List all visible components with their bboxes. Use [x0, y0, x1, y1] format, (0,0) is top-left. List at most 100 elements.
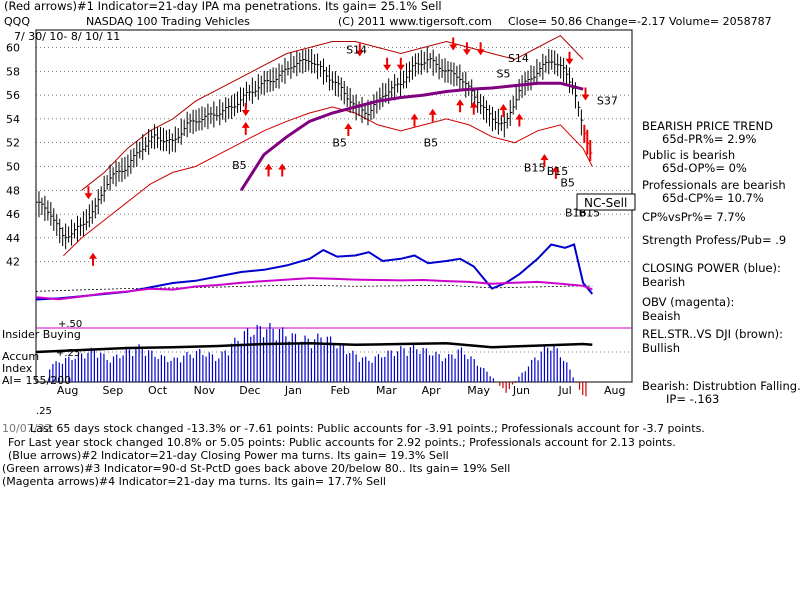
month-label-Jan: Jan: [284, 384, 302, 397]
month-label-Jun: Jun: [512, 384, 530, 397]
header-line1: (Red arrows)#1 Indicator=21-day IPA ma p…: [4, 0, 442, 13]
red-up-arrow-head: [428, 108, 437, 115]
red-up-arrow-head: [551, 165, 560, 172]
accum-top-label: +.50: [58, 319, 82, 330]
accum-mid-label: +.25: [56, 348, 80, 359]
month-label-Sep: Sep: [102, 384, 123, 397]
nc-sell-box: [576, 193, 636, 211]
month-label-Nov: Nov: [194, 384, 216, 397]
red-down-arrow-head: [396, 64, 405, 71]
red-up-arrow-head: [469, 101, 478, 108]
panel-l12: Beaish: [642, 309, 681, 323]
signal-label-3: S37: [597, 95, 618, 108]
footer-f4: (Green arrows)#3 Indicator=90-d St-PctD …: [2, 462, 510, 475]
footer-f2: For Last year stock changed 10.8% or 5.0…: [8, 436, 676, 449]
signal-label-0: S14: [346, 43, 367, 56]
signal-label-4: B5: [232, 159, 247, 172]
panel-l7: CP%vsPr%= 7.7%: [642, 210, 746, 224]
accum-label: Accum: [2, 350, 39, 363]
stats-panel: BEARISH PRICE TREND 65d-PR%= 2.9% Public…: [642, 119, 800, 406]
footer: 10/07/32 Last 65 days stock changed -13.…: [2, 422, 705, 488]
signal-label-5: B5: [332, 136, 347, 149]
panel-l3: Public is bearish: [642, 148, 735, 162]
upper-band: [81, 34, 584, 191]
red-up-arrow-head: [344, 123, 353, 130]
price-tick-46: 46: [6, 208, 20, 221]
panel-l2: 65d-PR%= 2.9%: [662, 132, 757, 146]
cp-ma-line: [35, 284, 593, 292]
signal-label-2: S5: [497, 67, 511, 80]
red-down-arrow-head: [581, 94, 590, 101]
month-label-Oct: Oct: [148, 384, 168, 397]
index-label: Index: [2, 362, 33, 375]
footer-overlap: 10/07/32: [2, 422, 51, 435]
panel-l10: Bearish: [642, 275, 685, 289]
red-down-arrow-head: [241, 109, 250, 116]
relstr-line: [35, 341, 593, 354]
price-tick-42: 42: [6, 256, 20, 269]
red-up-arrow-head: [241, 121, 250, 128]
panel-l1: BEARISH PRICE TREND: [642, 119, 773, 133]
red-up-arrow-head: [515, 113, 524, 120]
price-tick-44: 44: [6, 232, 20, 245]
red-up-arrow-head: [410, 113, 419, 120]
signal-label-7: B15: [524, 161, 546, 174]
month-label-Aug: Aug: [57, 384, 78, 397]
price-axis-ticks: 60 58 56 54 52 50 48 46 44 42: [6, 42, 20, 269]
chart-name: NASDAQ 100 Trading Vehicles: [86, 15, 250, 28]
footer-f3: (Blue arrows)#2 Indicator=21-day Closing…: [8, 449, 449, 462]
red-up-arrow-head: [89, 252, 97, 259]
red-up-arrow-head: [540, 153, 549, 160]
panel-l11: OBV (magenta):: [642, 295, 734, 309]
price-tick-54: 54: [6, 113, 20, 126]
signal-arrows: [84, 37, 590, 266]
panel-l6: 65d-CP%= 10.7%: [662, 191, 764, 205]
panel-l9: CLOSING POWER (blue):: [642, 261, 781, 275]
price-tick-48: 48: [6, 184, 20, 197]
panel-l15: Bearish: Distrubtion Falling.: [642, 379, 800, 393]
signal-label-6: B5: [424, 136, 439, 149]
price-tick-50: 50: [6, 161, 20, 174]
symbol: QQQ: [4, 15, 30, 28]
nc-sell-label: NC-Sell: [584, 196, 627, 210]
month-label-Mar: Mar: [376, 384, 397, 397]
red-down-arrow-head: [462, 49, 471, 56]
footer-f5: (Magenta arrows)#4 Indicator=21-day ma t…: [2, 475, 386, 488]
month-label-May: May: [467, 384, 490, 397]
red-down-arrow-head: [84, 193, 93, 200]
signal-label-1: S14: [508, 52, 529, 65]
closing-power: [35, 243, 594, 301]
copyright: (C) 2011 www.tigersoft.com: [338, 15, 492, 28]
quote: Close= 50.86 Change=-2.17 Volume= 205878…: [508, 15, 772, 28]
ai-label: AI= 155/200: [2, 374, 71, 387]
insider-buying-label: Insider Buying: [2, 328, 81, 341]
panel-l8: Strength Profess/Pub= .9: [642, 233, 786, 247]
obv-line: [35, 277, 593, 301]
price-tick-60: 60: [6, 42, 20, 55]
grid: [36, 47, 632, 383]
bollinger-bands: [63, 34, 593, 257]
red-down-arrow-head: [476, 49, 485, 56]
red-up-arrow-head: [278, 163, 287, 170]
accumulation-index: [35, 323, 593, 397]
moving-average: [239, 81, 584, 192]
accum-bottom-label: .25: [36, 406, 52, 417]
lower-band: [63, 106, 593, 257]
month-label-Feb: Feb: [330, 384, 349, 397]
price-tick-56: 56: [6, 89, 20, 102]
red-up-arrow-head: [264, 163, 273, 170]
month-label-Aug: Aug: [604, 384, 625, 397]
month-label-Dec: Dec: [239, 384, 260, 397]
closing-power-line: [35, 243, 594, 301]
signal-label-9: B5: [560, 177, 575, 190]
red-down-arrow-head: [565, 58, 574, 65]
panel-l5: Professionals are bearish: [642, 178, 786, 192]
panel-l16: IP= -.163: [666, 392, 719, 406]
panel-l4: 65d-OP%= 0%: [662, 161, 747, 175]
month-label-Jul: Jul: [557, 384, 571, 397]
month-labels: Aug Sep Oct Nov Dec Jan Feb Mar Apr May Jun Jul Aug: [57, 384, 626, 397]
red-down-arrow-head: [355, 50, 364, 57]
red-down-arrow-head: [449, 44, 458, 51]
signal-label-8: B15: [547, 165, 569, 178]
